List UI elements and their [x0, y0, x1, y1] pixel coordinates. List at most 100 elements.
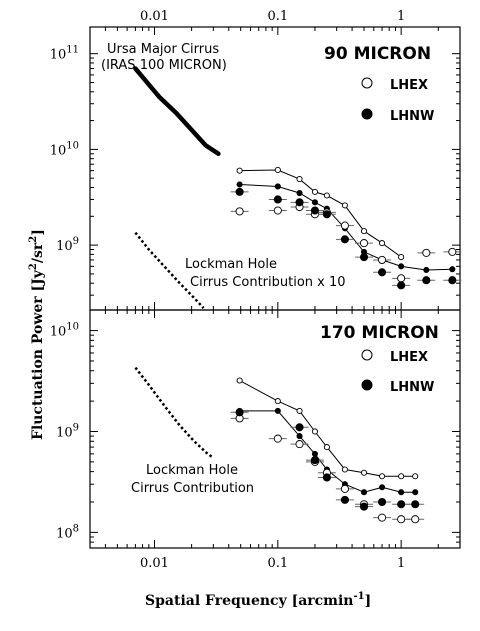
- lockman-hole-cirrus-contribution-curve: [134, 231, 205, 309]
- data-point: [274, 166, 281, 174]
- legends: LHEX LHNW LHEX LHNW: [361, 77, 434, 395]
- data-point: [322, 210, 331, 219]
- data-point: [236, 181, 243, 188]
- y-axis-title: Fluctuation Power [Jy2/sr2]: [28, 229, 46, 440]
- upper-panel-title: 90 MICRON: [324, 44, 431, 64]
- data-point: [273, 195, 282, 204]
- data-point: [378, 497, 387, 507]
- legend-lhex-marker: [361, 349, 373, 361]
- data-point: [378, 268, 387, 277]
- top-x-tick-label: 0.1: [267, 9, 288, 24]
- legend-lhex-label: LHEX: [390, 78, 428, 93]
- x-axis-title-exponent: -1: [354, 591, 365, 602]
- data-point: [379, 473, 386, 480]
- data-point: [296, 407, 303, 414]
- series-line: [239, 410, 416, 493]
- data-point: [311, 428, 318, 435]
- data-point: [323, 444, 330, 451]
- data-point: [274, 407, 281, 414]
- data-point: [412, 473, 419, 480]
- x-axis-title-close: ]: [365, 593, 372, 609]
- y-tick-label: 108: [56, 523, 79, 541]
- upper-cirrus-annotation-line1: Ursa Major Cirrus: [107, 42, 219, 57]
- data-point: [296, 176, 303, 183]
- data-point: [378, 513, 387, 522]
- upper-contribution-annotation-line2: Cirrus Contribution x 10: [190, 275, 346, 290]
- y-axis-title-mid: /sr: [30, 242, 46, 263]
- upper-contribution-annotation-line1: Lockman Hole: [185, 257, 277, 272]
- data-point: [398, 263, 405, 270]
- y-tick-label: 109: [56, 236, 79, 254]
- data-point: [311, 188, 318, 195]
- lower-contribution-annotation-line2: Cirrus Contribution: [131, 481, 254, 496]
- bottom-x-tick-label: 0.1: [267, 556, 288, 571]
- lockman-hole-cirrus-contribution-curve: [134, 366, 215, 459]
- ursa-major-cirrus-curve: [133, 66, 221, 157]
- top-x-tick-label: 0.01: [140, 9, 169, 24]
- x-axis-title-main: Spatial Frequency [arcmin: [145, 593, 354, 609]
- data-point: [296, 433, 303, 440]
- data-point: [340, 484, 349, 493]
- axis-ticks: [89, 27, 461, 549]
- axis-tick-labels: 0.01 0.1 1 0.01 0.1 1 109 1010 1011 108 109 1010: [50, 9, 406, 571]
- data-point: [411, 500, 420, 509]
- legend-lhex-marker: [361, 77, 373, 89]
- upper-legend: LHEX LHNW: [361, 77, 434, 124]
- data-point: [340, 495, 349, 504]
- y-tick-label: 1010: [50, 322, 79, 340]
- data-point: [296, 189, 303, 197]
- data-point: [273, 206, 282, 215]
- data-point: [397, 274, 406, 283]
- bottom-x-tick-label: 1: [397, 556, 405, 571]
- data-point: [397, 515, 406, 524]
- plot-frame: [89, 26, 461, 549]
- data-point: [379, 484, 386, 491]
- data-point: [412, 489, 419, 496]
- lower-legend: LHEX LHNW: [361, 349, 434, 395]
- data-point: [273, 434, 282, 443]
- legend-lhnw-marker: [361, 379, 373, 391]
- data-point: [359, 253, 369, 262]
- y-tick-label: 1011: [50, 45, 79, 63]
- panel-titles: 90 MICRON 170 MICRON: [320, 44, 439, 343]
- upper-cirrus-annotation-line2: (IRAS 100 MICRON): [101, 58, 227, 73]
- data-point: [411, 515, 420, 524]
- data-point: [360, 489, 368, 496]
- data-point: [310, 456, 319, 465]
- y-axis-title-close: ]: [30, 229, 46, 236]
- data-point: [398, 489, 405, 496]
- data-point: [448, 276, 457, 285]
- data-point: [323, 192, 330, 199]
- data-point: [310, 206, 319, 215]
- data-point: [397, 500, 406, 509]
- data-point: [235, 187, 244, 196]
- data-point: [422, 248, 431, 257]
- data-point: [422, 276, 431, 285]
- data-point: [295, 198, 304, 207]
- data-point: [340, 221, 349, 230]
- y-axis-title-superscript: 2: [28, 236, 39, 243]
- x-axis-title: Spatial Frequency [arcmin-1]: [145, 591, 371, 609]
- data-point: [235, 207, 244, 216]
- data-point: [274, 183, 281, 190]
- data-point: [398, 254, 405, 261]
- data-point: [236, 167, 243, 174]
- data-point: [360, 469, 368, 476]
- data-point: [236, 377, 243, 384]
- y-tick-label: 1010: [50, 140, 79, 158]
- data-point: [341, 466, 348, 473]
- bottom-x-tick-label: 0.01: [140, 556, 169, 571]
- legend-lhnw-label: LHNW: [390, 380, 434, 395]
- data-point: [340, 235, 349, 244]
- cirrus-curves: [133, 66, 221, 459]
- data-point: [378, 255, 387, 264]
- series-line: [239, 380, 416, 477]
- data-point: [359, 239, 369, 248]
- data-point: [235, 408, 244, 417]
- data-point: [360, 228, 368, 235]
- y-axis-title-main: Fluctuation Power [Jy: [30, 269, 46, 440]
- axis-titles: Spatial Frequency [arcmin-1] Fluctuation…: [28, 229, 371, 609]
- lower-contribution-annotation-line1: Lockman Hole: [146, 463, 238, 478]
- data-point: [449, 266, 456, 273]
